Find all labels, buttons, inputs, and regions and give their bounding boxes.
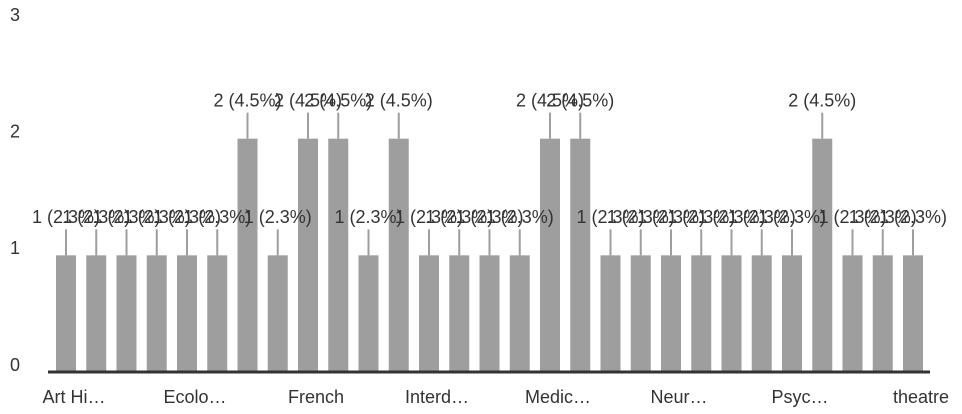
value-label: 1 (2.3%) bbox=[244, 207, 312, 227]
value-label: 1 (2.3%) bbox=[697, 207, 765, 227]
bar bbox=[86, 255, 107, 372]
bar bbox=[267, 255, 288, 372]
value-label: 1 (2.3%) bbox=[153, 207, 221, 227]
x-tick-label: Art Hi… bbox=[43, 387, 106, 407]
bar bbox=[630, 255, 651, 372]
value-label: 1 (2.3%) bbox=[607, 207, 675, 227]
bar bbox=[661, 255, 681, 372]
value-label: 2 (4.5%) bbox=[546, 90, 614, 110]
value-label: 2 (4.5%) bbox=[788, 90, 856, 110]
value-label: 1 (2.3%) bbox=[849, 207, 917, 227]
value-label: 1 (2.3%) bbox=[455, 207, 523, 227]
bar bbox=[207, 255, 228, 372]
value-label: 1 (2.3%) bbox=[425, 207, 493, 227]
bar bbox=[540, 138, 560, 372]
value-label: 1 (2.3%) bbox=[62, 207, 130, 227]
bar bbox=[872, 255, 893, 372]
value-label: 2 (4.5%) bbox=[516, 90, 584, 110]
bar bbox=[116, 255, 137, 372]
x-tick-label: theatre bbox=[893, 387, 949, 407]
value-label: 1 (2.3%) bbox=[728, 207, 796, 227]
y-tick-label: 2 bbox=[10, 121, 20, 141]
x-tick-label: Ecolo… bbox=[163, 387, 226, 407]
bar bbox=[721, 255, 742, 372]
value-label: 1 (2.3%) bbox=[334, 207, 402, 227]
value-label: 2 (4.5%) bbox=[304, 90, 372, 110]
value-label: 1 (2.3%) bbox=[183, 207, 251, 227]
bar bbox=[509, 255, 530, 372]
value-label: 1 (2.3%) bbox=[879, 207, 947, 227]
bar bbox=[237, 138, 258, 372]
value-label: 1 (2.3%) bbox=[395, 207, 463, 227]
bar bbox=[570, 138, 591, 372]
value-label: 1 (2.3%) bbox=[123, 207, 191, 227]
bar bbox=[903, 255, 923, 372]
value-label: 1 (2.3%) bbox=[92, 207, 160, 227]
value-label: 1 (2.3%) bbox=[576, 207, 644, 227]
bar bbox=[751, 255, 772, 372]
value-label: 1 (2.3%) bbox=[818, 207, 886, 227]
y-tick-label: 1 bbox=[10, 238, 20, 258]
y-tick-label: 3 bbox=[10, 5, 20, 25]
bar bbox=[177, 255, 197, 372]
x-tick-label: Psyc… bbox=[771, 387, 828, 407]
bar bbox=[146, 255, 167, 372]
x-tick-label: French bbox=[288, 387, 344, 407]
bar bbox=[842, 255, 863, 372]
bar bbox=[600, 255, 621, 372]
bar bbox=[298, 138, 318, 372]
value-label: 2 (4.5%) bbox=[274, 90, 342, 110]
value-label: 1 (2.3%) bbox=[486, 207, 554, 227]
bar bbox=[419, 255, 439, 372]
value-label: 2 (4.5%) bbox=[213, 90, 281, 110]
bar bbox=[812, 138, 833, 372]
x-tick-label: Medic… bbox=[525, 387, 591, 407]
bar bbox=[691, 255, 712, 372]
x-tick-label: Neur… bbox=[650, 387, 707, 407]
value-label: 1 (2.3%) bbox=[667, 207, 735, 227]
y-tick-label: 0 bbox=[10, 355, 20, 375]
value-label: 2 (4.5%) bbox=[365, 90, 433, 110]
bar bbox=[56, 255, 76, 372]
value-label: 1 (2.3%) bbox=[758, 207, 826, 227]
x-tick-label: Interd… bbox=[405, 387, 469, 407]
bar bbox=[479, 255, 500, 372]
bar bbox=[388, 138, 409, 372]
value-label: 1 (2.3%) bbox=[32, 207, 100, 227]
bar bbox=[358, 255, 379, 372]
bar bbox=[449, 255, 470, 372]
value-label: 1 (2.3%) bbox=[637, 207, 705, 227]
bar bbox=[328, 138, 349, 372]
bar bbox=[782, 255, 802, 372]
